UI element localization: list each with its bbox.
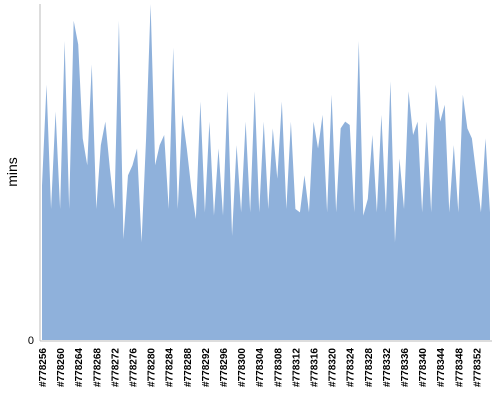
x-tick-label: #778316 (310, 348, 321, 387)
x-tick-label: #778272 (110, 348, 121, 387)
x-tick-label: #778264 (74, 348, 85, 387)
x-tick-label: #778256 (38, 348, 49, 387)
x-tick-label: #778304 (255, 348, 266, 387)
x-tick-label: #778352 (472, 348, 483, 387)
x-tick-label: #778276 (129, 348, 140, 387)
x-tick-label: #778288 (183, 348, 194, 387)
x-tick-label: #778284 (165, 348, 176, 387)
x-tick-label: #778328 (364, 348, 375, 387)
x-tick-label: #778292 (201, 348, 212, 387)
x-tick-label: #778300 (237, 348, 248, 387)
x-tick-label: #778312 (291, 348, 302, 387)
x-tick-label: #778260 (56, 348, 67, 387)
y-axis-label: mins (4, 157, 20, 187)
x-tick-label: #778348 (454, 348, 465, 387)
x-tick-label: #778296 (219, 348, 230, 387)
y-tick-label: 0 (28, 335, 34, 347)
x-tick-label: #778340 (418, 348, 429, 387)
x-tick-label: #778320 (328, 348, 339, 387)
area (42, 4, 490, 340)
x-tick-label: #778268 (92, 348, 103, 387)
x-tick-label: #778332 (382, 348, 393, 387)
x-tick-label: #778324 (346, 348, 357, 387)
x-tick-label: #778336 (400, 348, 411, 387)
x-tick-label: #778344 (436, 348, 447, 387)
x-tick-label: #778280 (147, 348, 158, 387)
x-tick-label: #778308 (273, 348, 284, 387)
